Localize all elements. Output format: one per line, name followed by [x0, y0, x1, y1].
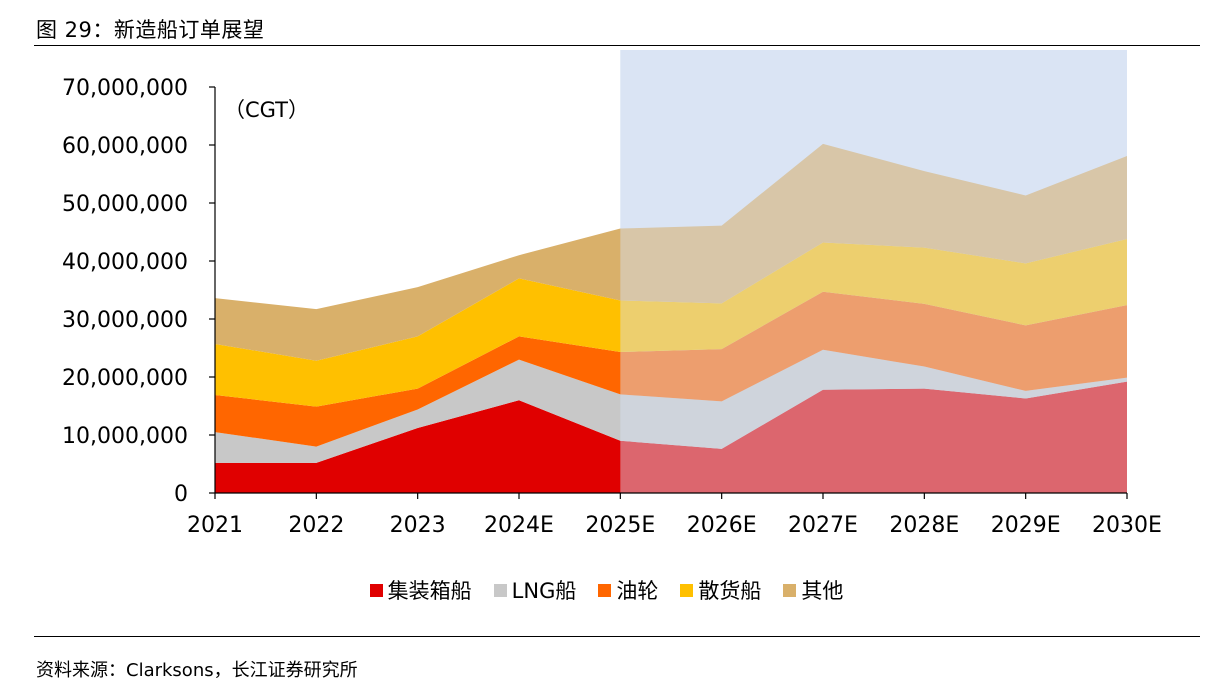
legend-swatch: [783, 583, 797, 597]
y-tick-label: 20,000,000: [62, 366, 188, 391]
forecast-overlay: [620, 50, 1127, 493]
y-tick-label: 60,000,000: [62, 134, 188, 159]
x-tick-label: 2030E: [1092, 513, 1162, 538]
y-tick-label: 0: [174, 482, 188, 507]
x-tick-label: 2029E: [991, 513, 1061, 538]
legend-item-1: LNG船: [493, 575, 577, 605]
legend-label: 散货船: [698, 579, 762, 603]
area-series-1: [215, 349, 1127, 463]
legend-label: LNG船: [511, 579, 577, 603]
x-tick-label: 2028E: [889, 513, 959, 538]
y-tick-label: 70,000,000: [62, 76, 188, 101]
legend-item-2: 油轮: [598, 575, 658, 605]
area-series-0: [215, 381, 1127, 493]
top-rule: [34, 45, 1200, 46]
y-tick-label: 30,000,000: [62, 308, 188, 333]
x-tick-label: 2022: [288, 513, 344, 538]
legend-swatch: [598, 583, 612, 597]
legend-item-0: 集装箱船: [369, 575, 472, 605]
legend-label: 其他: [801, 579, 844, 603]
x-tick-label: 2021: [187, 513, 243, 538]
y-tick-label: 10,000,000: [62, 424, 188, 449]
legend-label: 集装箱船: [387, 579, 472, 603]
x-tick-label: 2024E: [484, 513, 554, 538]
legend-swatch: [493, 583, 507, 597]
bottom-rule: [34, 636, 1200, 637]
y-tick-label: 40,000,000: [62, 250, 188, 275]
area-series-2: [215, 291, 1127, 447]
legend-swatch: [680, 583, 694, 597]
unit-label: （CGT）: [224, 98, 309, 122]
x-tick-label: 2027E: [788, 513, 858, 538]
legend-swatch: [369, 583, 383, 597]
stacked-area-chart: 0 10,000,000 20,000,000 30,000,000 40,000,00…: [62, 50, 1162, 538]
y-tick-label: 50,000,000: [62, 192, 188, 217]
legend-item-4: 其他: [783, 575, 843, 605]
figure-title: 图 29：新造船订单展望: [36, 18, 265, 42]
x-tick-label: 2023: [390, 513, 446, 538]
x-tick-label: 2025E: [585, 513, 655, 538]
area-series-3: [215, 238, 1127, 407]
legend-label: 油轮: [616, 579, 659, 603]
legend-item-3: 散货船: [680, 575, 761, 605]
area-series-4: [215, 143, 1127, 361]
source-note: 资料来源：Clarksons，长江证券研究所: [36, 660, 358, 681]
x-tick-label: 2026E: [687, 513, 757, 538]
chart-legend: 集装箱船 LNG船 油轮 散货船 其他: [0, 575, 1213, 605]
